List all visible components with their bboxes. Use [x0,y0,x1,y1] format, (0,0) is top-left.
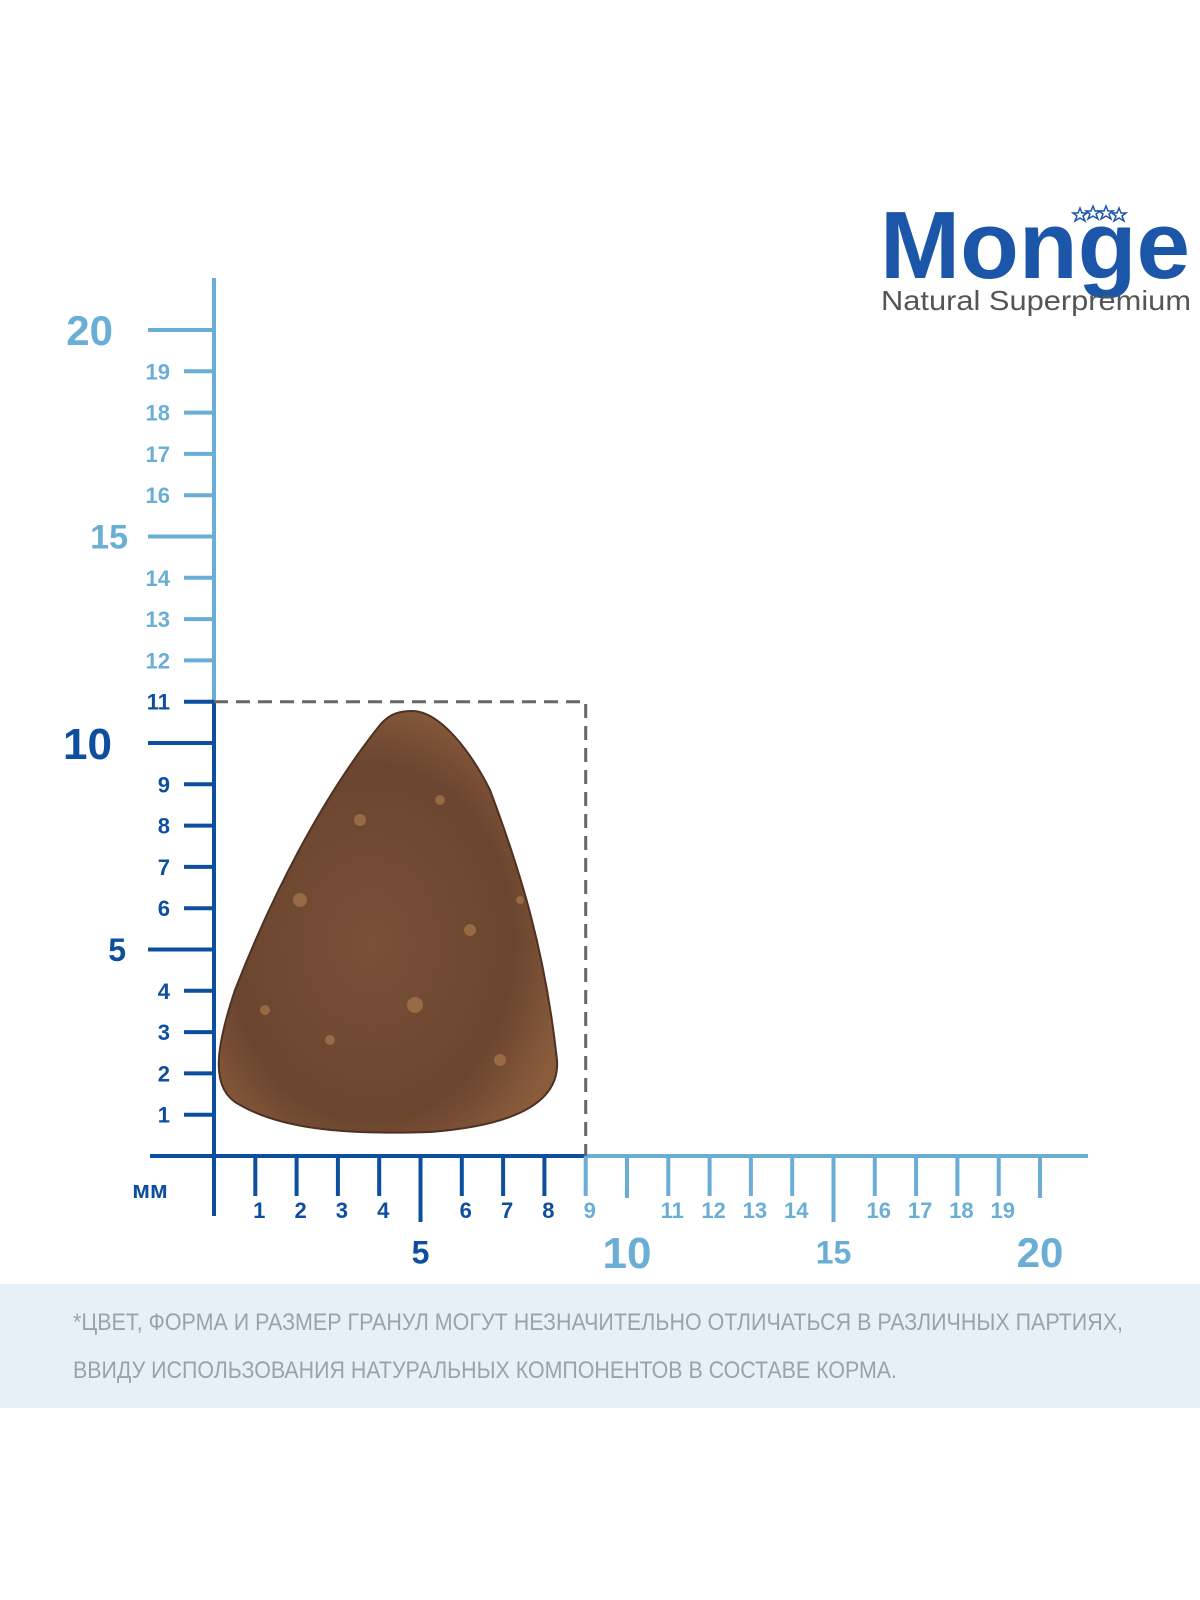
tagline: Natural Superpremium [881,285,1191,316]
y-tick-label: 17 [146,442,170,467]
x-tick-label: 18 [949,1198,973,1223]
kibble-size-box [214,700,588,1156]
x-tick-label: 3 [336,1198,348,1223]
x-tick-label: 4 [377,1198,390,1223]
y-tick-label: 12 [146,648,170,673]
y-tick-label: 6 [158,896,170,921]
y-tick-label: 2 [158,1061,170,1086]
x-tick-label: 19 [990,1198,1014,1223]
x-tick-label: 13 [743,1198,767,1223]
x-tick-label: 17 [908,1198,932,1223]
y-major-label: 20 [66,307,113,354]
y-major-label: 10 [63,720,112,769]
x-tick-label: 14 [784,1198,809,1223]
x-major-label: 20 [1017,1229,1064,1276]
y-major-label: 5 [108,932,126,968]
y-tick-label: 13 [146,607,170,632]
y-tick-label: 1 [158,1103,170,1128]
unit-label: мм [132,1177,168,1204]
x-tick-label: 8 [542,1198,554,1223]
logo-stars [1070,203,1129,223]
x-major-label: 5 [412,1235,430,1271]
y-tick-label: 19 [146,359,170,384]
x-tick-label: 7 [501,1198,513,1223]
x-tick-label: 2 [294,1198,306,1223]
y-tick-label: 18 [146,401,170,426]
y-tick-label: 4 [158,979,171,1004]
y-tick-label: 9 [158,772,170,797]
x-tick-label: 6 [460,1198,472,1223]
x-tick-label: 1 [253,1198,265,1223]
y-tick-label: 3 [158,1020,170,1045]
disclaimer-band [0,1284,1200,1408]
y-tick-label: 8 [158,814,170,839]
x-major-label: 10 [603,1229,652,1278]
y-major-label: 15 [90,519,128,557]
kibble-image [217,709,559,1134]
y-tick-label: 11 [147,690,170,715]
x-major-label: 15 [816,1235,852,1271]
y-tick-label: 7 [158,855,170,880]
y-tick-label: 14 [146,566,171,591]
x-tick-label: 16 [867,1198,891,1223]
disclaimer-line: ВВИДУ ИСПОЛЬЗОВАНИЯ НАТУРАЛЬНЫХ КОМПОНЕН… [73,1357,897,1384]
brand: Monge [880,192,1190,299]
disclaimer-line: *ЦВЕТ, ФОРМА И РАЗМЕР ГРАНУЛ МОГУТ НЕЗНА… [73,1309,1123,1336]
x-tick-label: 9 [584,1198,596,1223]
logo: Monge Natural Superpremium [880,192,1191,316]
x-tick-label: 11 [661,1198,684,1223]
y-tick-label: 16 [146,483,170,508]
x-tick-label: 12 [701,1198,725,1223]
